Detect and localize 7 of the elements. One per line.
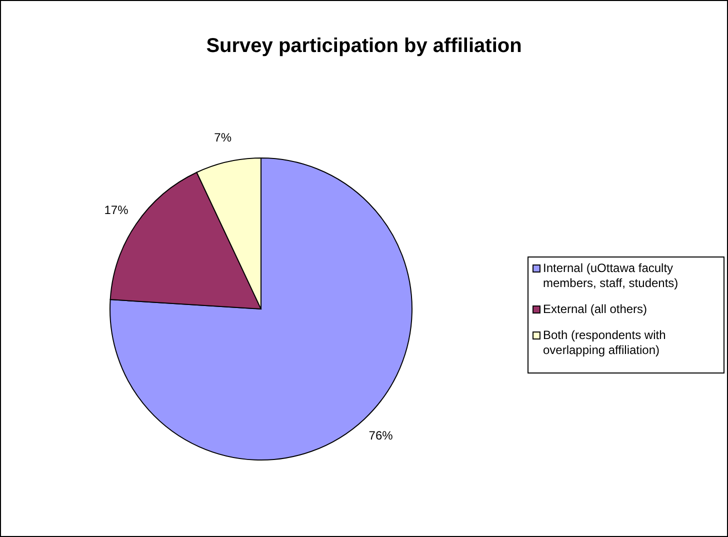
chart-title: Survey participation by affiliation <box>206 35 522 57</box>
legend-label: External (all others) <box>543 302 648 316</box>
legend-label: Internal (uOttawa faculty members, staff, students) <box>543 261 678 290</box>
legend-label: Both (respondents with overlapping affiliation) <box>543 328 666 358</box>
data-label: 76% <box>368 428 394 443</box>
data-label: 7% <box>214 130 232 144</box>
data-label: 17% <box>104 202 129 217</box>
